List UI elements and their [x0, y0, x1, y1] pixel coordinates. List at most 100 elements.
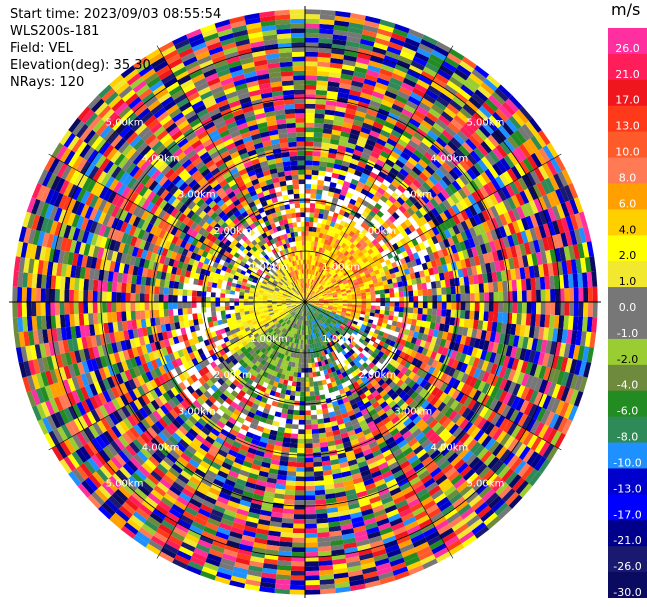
ppi-gate: [68, 471, 82, 487]
ppi-gate: [568, 344, 576, 359]
ppi-gate: [357, 460, 368, 469]
ppi-gate: [502, 312, 508, 324]
ppi-gate: [332, 429, 341, 436]
ppi-gate: [260, 353, 267, 360]
ppi-gate: [293, 352, 297, 358]
ppi-gate: [309, 344, 313, 349]
ppi-gate: [386, 263, 394, 270]
ppi-gate: [252, 434, 262, 442]
ppi-gate: [404, 376, 412, 386]
ppi-gate: [569, 374, 579, 390]
ppi-gate: [171, 396, 181, 406]
ppi-gate: [268, 335, 274, 341]
ppi-gate: [473, 177, 484, 189]
ppi-gate: [514, 347, 522, 360]
ppi-gate: [273, 333, 279, 339]
ppi-gate: [306, 306, 309, 311]
ppi-gate: [63, 456, 76, 472]
ppi-gate: [275, 574, 291, 581]
ppi-gate: [506, 312, 513, 324]
ppi-gate: [374, 286, 380, 291]
ppi-gate: [272, 381, 279, 388]
ppi-gate: [353, 115, 365, 123]
ppi-gate: [204, 495, 217, 505]
ppi-gate: [314, 281, 318, 287]
ppi-gate: [121, 405, 131, 418]
ppi-gate: [316, 71, 330, 77]
ppi-gate: [180, 470, 192, 481]
ppi-gate: [357, 371, 365, 379]
ppi-gate: [372, 46, 387, 56]
ppi-gate: [270, 375, 277, 382]
ppi-gate: [328, 186, 336, 193]
ppi-gate: [297, 314, 300, 320]
ppi-gate: [514, 163, 526, 177]
ppi-gate: [328, 521, 341, 528]
ppi-gate: [314, 288, 319, 292]
ppi-gate: [204, 351, 211, 359]
ppi-gate: [406, 207, 416, 216]
ppi-gate: [313, 318, 317, 323]
ppi-gate: [305, 386, 310, 392]
ppi-gate: [319, 299, 324, 301]
ppi-gate: [399, 213, 408, 222]
ppi-gate: [311, 333, 315, 339]
ppi-gate: [454, 91, 469, 104]
ppi-gate: [379, 466, 391, 475]
ppi-gate: [171, 418, 182, 429]
ppi-gate: [290, 366, 295, 372]
ppi-gate: [208, 487, 221, 497]
ppi-gate: [361, 295, 367, 299]
ppi-gate: [495, 176, 506, 189]
ppi-gate: [328, 299, 334, 301]
ppi-gate: [354, 368, 362, 375]
ppi-gate: [354, 271, 360, 277]
ppi-gate: [271, 507, 284, 514]
ppi-gate: [481, 221, 491, 233]
ppi-gate: [451, 441, 463, 453]
ppi-gate: [365, 138, 376, 147]
ppi-gate: [184, 484, 197, 495]
ppi-gate: [202, 382, 211, 391]
ppi-gate: [461, 535, 477, 548]
ppi-gate: [538, 147, 551, 163]
ppi-gate: [283, 354, 288, 361]
ppi-gate: [313, 255, 318, 261]
ppi-gate: [306, 306, 309, 311]
ppi-gate: [399, 296, 405, 302]
ppi-gate: [331, 290, 337, 294]
ppi-gate: [387, 81, 401, 91]
ppi-gate: [379, 183, 389, 192]
ppi-gate: [407, 437, 418, 448]
ppi-gate: [327, 358, 332, 364]
ppi-gate: [328, 387, 335, 394]
ppi-gate: [300, 391, 305, 397]
ppi-gate: [403, 417, 413, 427]
ppi-gate: [328, 324, 334, 329]
ppi-gate: [160, 496, 174, 508]
ppi-gate: [84, 427, 96, 441]
ppi-gate: [313, 313, 317, 318]
ppi-gate: [389, 37, 405, 47]
ppi-gate: [422, 66, 438, 78]
ppi-gate: [316, 242, 321, 248]
ppi-gate: [361, 508, 374, 517]
ppi-gate: [538, 264, 545, 278]
ppi-gate: [316, 518, 329, 524]
ppi-gate: [222, 424, 232, 433]
ppi-gate: [415, 368, 424, 377]
ppi-gate: [284, 317, 289, 322]
ppi-gate: [431, 435, 442, 446]
ppi-gate: [346, 363, 353, 370]
ppi-gate: [335, 342, 341, 348]
ppi-gate: [404, 296, 409, 302]
ppi-gate: [337, 224, 344, 231]
ppi-gate: [586, 316, 593, 333]
ppi-gate: [286, 471, 297, 477]
ppi-gate: [365, 416, 374, 424]
ppi-gate: [367, 248, 374, 255]
ppi-gate: [473, 255, 481, 266]
ppi-gate: [204, 452, 216, 462]
ppi-gate: [570, 330, 578, 345]
ppi-gate: [477, 85, 492, 99]
